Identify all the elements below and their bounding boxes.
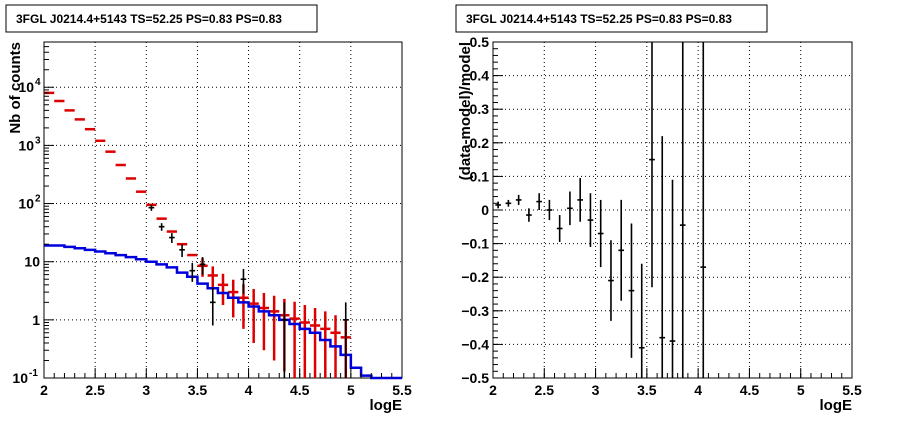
y-tick-label: 0.2: [470, 135, 490, 151]
y-tick-exponent: -1: [29, 368, 38, 379]
x-tick-label: 5: [347, 382, 355, 398]
counts-plot-frame: [43, 41, 403, 379]
y-tick-label: 0: [481, 202, 489, 218]
x-tick-label: 2.5: [535, 382, 555, 398]
y-tick-exponent: 4: [35, 77, 41, 88]
y-tick-exponent: 2: [35, 194, 41, 205]
y-tick-label: −0.5: [461, 370, 489, 386]
residual-title-box: [455, 4, 768, 33]
x-tick-label: 2: [40, 382, 48, 398]
y-tick-label: −0.2: [461, 269, 489, 285]
residual-y-axis-label: (data-model)/model: [457, 42, 474, 180]
x-tick-label: 3: [142, 382, 150, 398]
residual-x-axis-label: logE: [820, 397, 853, 414]
counts-title: 3FGL J0214.4+5143 TS=52.25 PS=0.83 PS=0.…: [16, 12, 282, 26]
x-tick-label: 2: [489, 382, 497, 398]
residual-grid: [493, 42, 852, 378]
y-tick-label: 0.5: [470, 34, 490, 50]
y-tick-label: 10: [24, 254, 40, 270]
residual-ticks: 2 2.5 3 3.5 4 4.5 5 5.5 −0.5 −0.4 −0.3 −0.2 −0.1 0 0.1…: [461, 34, 862, 398]
counts-title-box: [5, 4, 318, 33]
x-tick-label: 2.5: [85, 382, 105, 398]
y-tick-label: 10: [12, 370, 28, 386]
x-tick-label: 4.5: [740, 382, 760, 398]
y-tick-label: 10: [18, 196, 34, 212]
y-tick-label: 10: [18, 137, 34, 153]
y-tick-label: 10: [18, 79, 34, 95]
x-tick-label: 4.5: [290, 382, 310, 398]
y-tick-exponent: 3: [35, 135, 41, 146]
counts-grid: [44, 42, 402, 378]
y-tick-label: −0.1: [461, 236, 489, 252]
y-tick-label: 0.1: [470, 168, 490, 184]
x-tick-label: 4: [245, 382, 253, 398]
x-tick-label: 3.5: [188, 382, 208, 398]
x-tick-label: 5: [797, 382, 805, 398]
background-model-step-line: [44, 244, 402, 380]
counts-x-axis-label: logE: [370, 397, 403, 414]
y-tick-label: 1: [32, 312, 40, 328]
y-tick-label: −0.4: [461, 336, 489, 352]
residual-marks: [495, 42, 707, 378]
y-tick-label: 0.3: [470, 101, 490, 117]
y-tick-label: −0.3: [461, 303, 489, 319]
x-tick-label: 3: [592, 382, 600, 398]
residual-title: 3FGL J0214.4+5143 TS=52.25 PS=0.83 PS=0.…: [466, 12, 732, 26]
counts-panel: 3FGL J0214.4+5143 TS=52.25 PS=0.83 PS=0.…: [5, 4, 412, 414]
residual-panel: 3FGL J0214.4+5143 TS=52.25 PS=0.83 PS=0.…: [455, 4, 862, 414]
counts-marks: [44, 91, 402, 380]
x-tick-label: 5.5: [842, 382, 862, 398]
x-tick-label: 4: [694, 382, 702, 398]
counts-y-axis-label: Nb of counts: [7, 42, 24, 134]
x-tick-label: 3.5: [637, 382, 657, 398]
x-tick-label: 5.5: [392, 382, 412, 398]
y-tick-label: 0.4: [470, 68, 490, 84]
